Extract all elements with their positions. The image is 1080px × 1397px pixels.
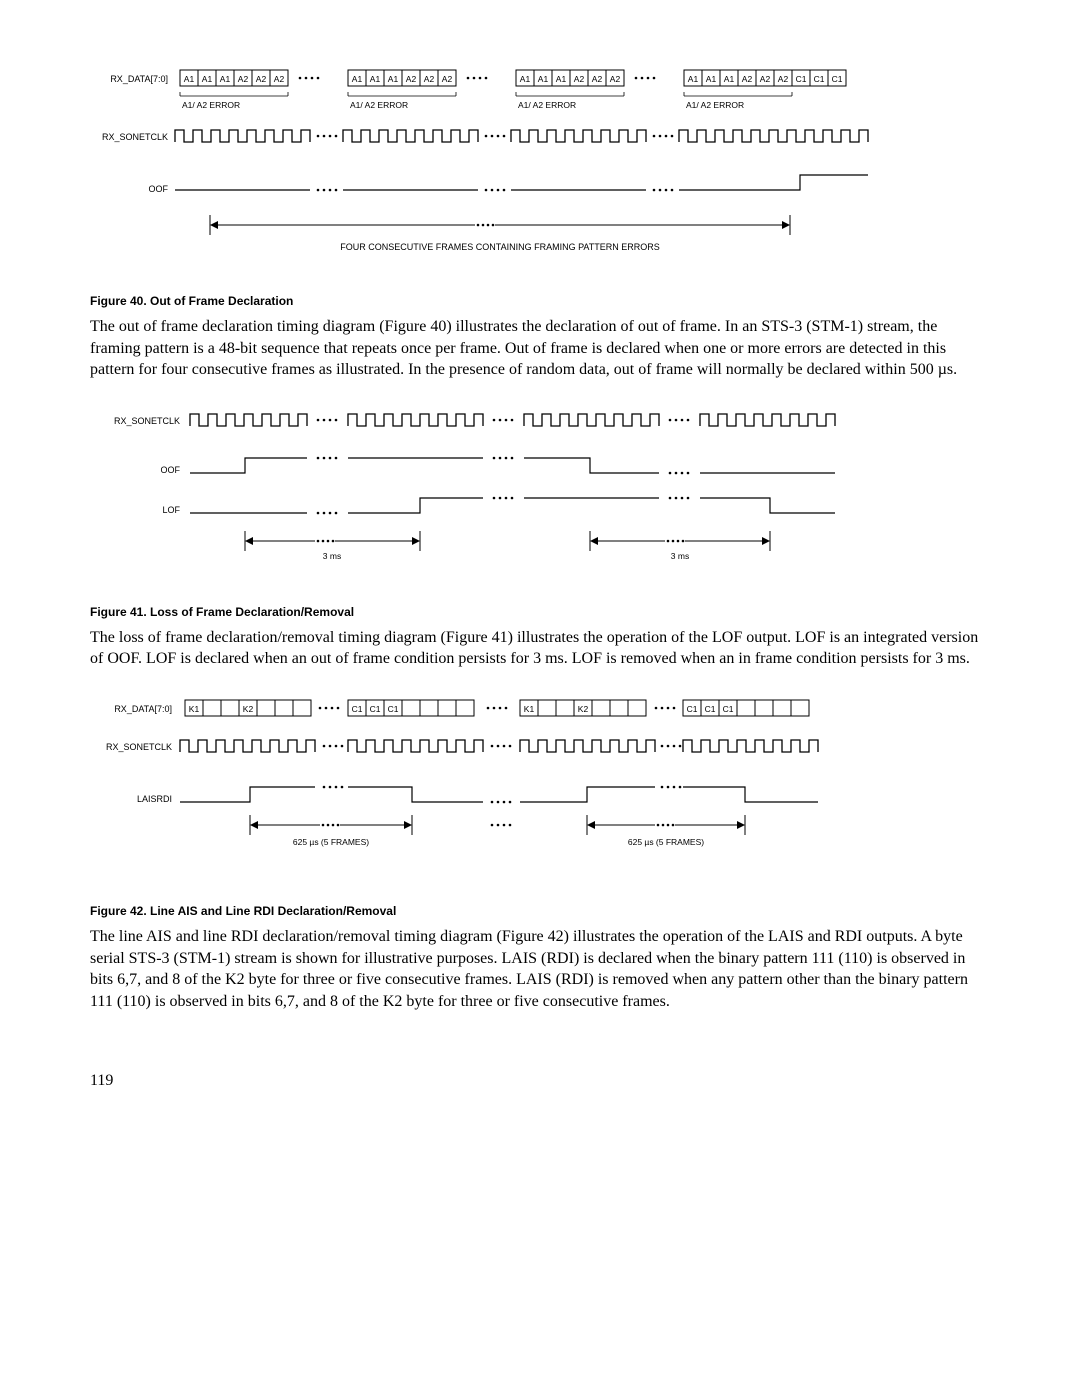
svg-text:C1: C1 <box>352 704 363 714</box>
svg-text:625 µs (5 FRAMES): 625 µs (5 FRAMES) <box>293 837 369 847</box>
svg-text:K2: K2 <box>243 704 254 714</box>
svg-text:A1/ A2 ERROR: A1/ A2 ERROR <box>350 100 408 110</box>
svg-text:C1: C1 <box>832 74 843 84</box>
svg-text:A1: A1 <box>352 74 363 84</box>
figure42-paragraph: The line AIS and line RDI declaration/re… <box>90 926 990 1012</box>
figure41-caption: Figure 41. Loss of Frame Declaration/Rem… <box>90 605 990 619</box>
svg-text:A2: A2 <box>442 74 453 84</box>
svg-text:K1: K1 <box>524 704 535 714</box>
svg-text:A2: A2 <box>574 74 585 84</box>
figure40-diagram: RX_DATA[7:0] RX_SONETCLK OOF A1 A1 A1 A2… <box>90 60 990 280</box>
svg-text:A1: A1 <box>202 74 213 84</box>
svg-text:A1/ A2 ERROR: A1/ A2 ERROR <box>182 100 240 110</box>
svg-text:A2: A2 <box>406 74 417 84</box>
svg-text:A1/ A2 ERROR: A1/ A2 ERROR <box>686 100 744 110</box>
svg-text:A1: A1 <box>370 74 381 84</box>
svg-text:OOF: OOF <box>161 465 181 475</box>
svg-text:A2: A2 <box>778 74 789 84</box>
svg-text:K2: K2 <box>578 704 589 714</box>
page-number: 119 <box>90 1072 990 1090</box>
svg-text:A1/ A2 ERROR: A1/ A2 ERROR <box>518 100 576 110</box>
svg-text:FOUR CONSECUTIVE FRAMES CONTAI: FOUR CONSECUTIVE FRAMES CONTAINING FRAMI… <box>340 242 660 252</box>
svg-text:C1: C1 <box>687 704 698 714</box>
svg-text:3 ms: 3 ms <box>323 551 341 561</box>
svg-text:A2: A2 <box>274 74 285 84</box>
svg-text:C1: C1 <box>370 704 381 714</box>
svg-text:A1: A1 <box>688 74 699 84</box>
svg-text:A2: A2 <box>760 74 771 84</box>
svg-text:A1: A1 <box>184 74 195 84</box>
figure42-caption: Figure 42. Line AIS and Line RDI Declara… <box>90 904 990 918</box>
svg-text:RX_SONETCLK: RX_SONETCLK <box>102 132 168 142</box>
svg-text:A2: A2 <box>592 74 603 84</box>
svg-text:A1: A1 <box>388 74 399 84</box>
svg-text:K1: K1 <box>189 704 200 714</box>
svg-text:A1: A1 <box>556 74 567 84</box>
svg-text:A1: A1 <box>220 74 231 84</box>
svg-text:A1: A1 <box>538 74 549 84</box>
svg-text:RX_DATA[7:0]: RX_DATA[7:0] <box>110 74 168 84</box>
svg-text:C1: C1 <box>705 704 716 714</box>
svg-text:A1: A1 <box>706 74 717 84</box>
svg-text:A2: A2 <box>610 74 621 84</box>
svg-text:LAISRDI: LAISRDI <box>137 794 172 804</box>
figure41-diagram: RX_SONETCLK OOF LOF 3 ms 3 ms <box>90 401 990 591</box>
figure41-paragraph: The loss of frame declaration/removal ti… <box>90 627 990 670</box>
svg-text:RX_SONETCLK: RX_SONETCLK <box>106 742 172 752</box>
svg-text:LOF: LOF <box>162 505 180 515</box>
svg-text:C1: C1 <box>796 74 807 84</box>
svg-text:A2: A2 <box>256 74 267 84</box>
svg-text:C1: C1 <box>388 704 399 714</box>
figure40-caption: Figure 40. Out of Frame Declaration <box>90 294 990 308</box>
svg-text:A1: A1 <box>520 74 531 84</box>
svg-text:C1: C1 <box>723 704 734 714</box>
svg-text:A1: A1 <box>724 74 735 84</box>
svg-text:3 ms: 3 ms <box>671 551 689 561</box>
svg-text:625 µs (5 FRAMES): 625 µs (5 FRAMES) <box>628 837 704 847</box>
svg-text:A2: A2 <box>424 74 435 84</box>
svg-text:RX_DATA[7:0]: RX_DATA[7:0] <box>114 704 172 714</box>
svg-text:OOF: OOF <box>149 184 169 194</box>
svg-text:RX_SONETCLK: RX_SONETCLK <box>114 416 180 426</box>
svg-text:A2: A2 <box>238 74 249 84</box>
svg-text:C1: C1 <box>814 74 825 84</box>
svg-text:A2: A2 <box>742 74 753 84</box>
figure40-paragraph: The out of frame declaration timing diag… <box>90 316 990 381</box>
figure42-diagram: RX_DATA[7:0] RX_SONETCLK LAISRDI K1 K2 C… <box>90 690 990 890</box>
